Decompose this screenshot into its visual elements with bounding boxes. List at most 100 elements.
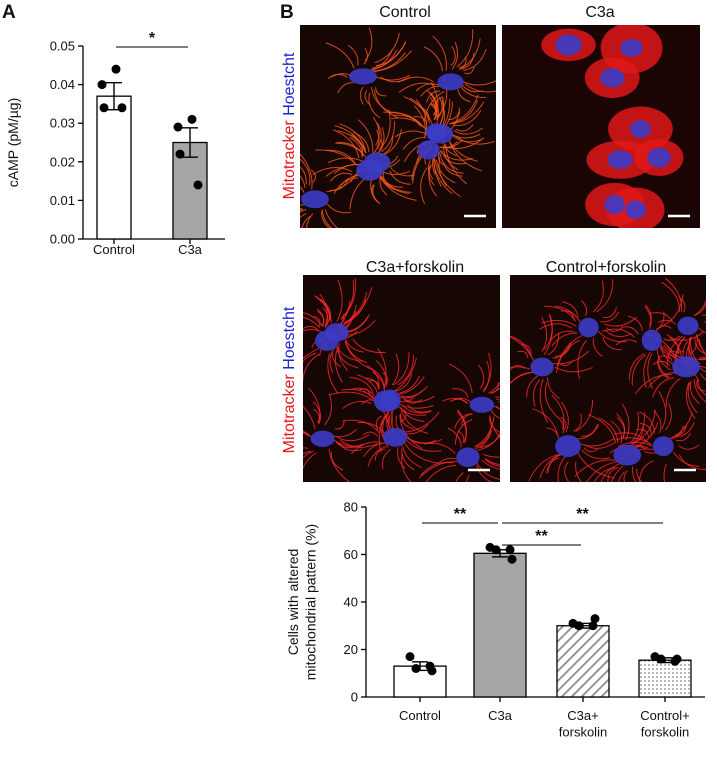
y-tick-label: 0.02 xyxy=(50,154,75,169)
mito-fibre xyxy=(415,83,439,92)
mito-fibre xyxy=(420,85,442,97)
micrograph xyxy=(300,25,496,228)
nucleus xyxy=(349,68,377,85)
mito-fibre xyxy=(336,279,343,322)
mito-fibre xyxy=(374,32,400,64)
mito-fibre xyxy=(455,135,495,145)
y-axis-label: Cells with altered mitochondrial pattern … xyxy=(285,524,319,680)
mito-fibre xyxy=(397,447,406,469)
mito-fibre xyxy=(532,408,559,436)
mito-fibre xyxy=(389,166,415,177)
nucleus xyxy=(672,356,701,378)
mito-fibre xyxy=(303,450,314,459)
x-tick-label: Control xyxy=(399,708,441,723)
mito-fibre xyxy=(314,295,331,321)
mito-fibre xyxy=(450,94,479,124)
mito-fibre xyxy=(592,338,603,357)
mito-fibre xyxy=(546,427,560,439)
nucleus xyxy=(373,390,398,412)
micrograph xyxy=(510,275,706,482)
mito-fibre xyxy=(374,74,411,81)
mito-fibre xyxy=(334,125,367,154)
mito-fibre xyxy=(372,116,380,146)
image-title: Control+forskolin xyxy=(546,259,667,276)
mito-fibre xyxy=(539,453,562,479)
mito-fibre xyxy=(396,404,427,416)
mito-fibre xyxy=(517,350,529,358)
x-tick-label: Control xyxy=(93,242,135,257)
mito-fibre xyxy=(365,377,380,390)
significance-label: ** xyxy=(535,528,548,545)
mito-fibre xyxy=(391,353,400,386)
mito-fibre xyxy=(303,353,320,383)
mito-fibre xyxy=(659,355,673,362)
mito-fibre xyxy=(459,85,486,99)
mito-fibre xyxy=(362,431,378,437)
mito-fibre xyxy=(434,96,444,112)
mito-fibre xyxy=(303,312,323,327)
mito-fibre xyxy=(376,360,387,388)
data-point xyxy=(187,114,197,124)
mito-fibre xyxy=(451,388,469,398)
mito-fibre xyxy=(489,415,500,438)
nucleus xyxy=(604,194,625,215)
charts: 0.00 0.01 0.02 0.03 0.04 0.05 cAMP (pM/µg) Cont… xyxy=(5,30,705,739)
mito-fibre xyxy=(389,170,411,185)
mito-fibre xyxy=(300,158,311,186)
mito-fibre xyxy=(382,449,391,470)
mito-fibre xyxy=(300,185,305,193)
data-point xyxy=(507,554,517,564)
mito-fibre xyxy=(476,432,500,451)
mito-fibre xyxy=(657,319,677,325)
mito-fibre xyxy=(333,177,359,194)
mito-fibre xyxy=(664,277,683,313)
mito-fibre xyxy=(647,353,654,389)
mito-fibre xyxy=(406,437,443,444)
micrographs: Control C3a C3a+forskolin Control+forskolin… xyxy=(281,4,706,482)
mito-fibre xyxy=(381,121,396,153)
mito-fibre xyxy=(675,433,691,442)
mito-fibre xyxy=(373,89,399,119)
mito-fibre xyxy=(698,356,706,359)
mito-fibre xyxy=(616,413,626,439)
mito-fibre xyxy=(382,414,389,448)
mito-fibre xyxy=(340,280,355,320)
mito-fibre xyxy=(669,412,693,440)
mito-fibre xyxy=(338,342,348,372)
mito-fibre xyxy=(526,375,538,398)
mito-fibre xyxy=(678,454,706,470)
mito-fibre xyxy=(700,367,706,373)
mito-fibre xyxy=(436,96,443,120)
mito-fibre xyxy=(573,413,582,432)
mito-fibre xyxy=(370,87,392,113)
mito-fibre xyxy=(461,413,473,426)
mito-fibre xyxy=(344,338,364,353)
mito-fibre xyxy=(310,169,316,183)
micrograph xyxy=(502,25,700,228)
mito-fibre xyxy=(364,90,371,106)
mito-fibre xyxy=(562,301,579,318)
data-point xyxy=(411,664,421,673)
mito-fibre xyxy=(693,299,706,317)
mito-fibre xyxy=(606,327,623,332)
mito-fibre xyxy=(575,461,582,482)
mito-fibre xyxy=(586,460,619,482)
nucleus xyxy=(630,120,651,138)
mito-fibre xyxy=(301,215,311,228)
mito-fibre xyxy=(300,208,303,210)
mito-fibre xyxy=(428,164,437,197)
mito-fibre xyxy=(377,347,387,389)
bar xyxy=(96,95,132,240)
mito-fibre xyxy=(583,447,599,453)
panel-label: B xyxy=(280,2,294,23)
mito-fibre xyxy=(644,304,652,326)
mito-fibre xyxy=(331,351,342,368)
mito-fibre xyxy=(448,107,461,121)
mito-fibre xyxy=(379,109,391,150)
mito-fibre xyxy=(547,332,560,356)
mito-fibre xyxy=(398,375,420,394)
mito-fibre xyxy=(552,350,590,365)
mito-fibre xyxy=(489,416,500,433)
mito-fibre xyxy=(666,345,685,353)
mito-fibre xyxy=(345,341,368,364)
